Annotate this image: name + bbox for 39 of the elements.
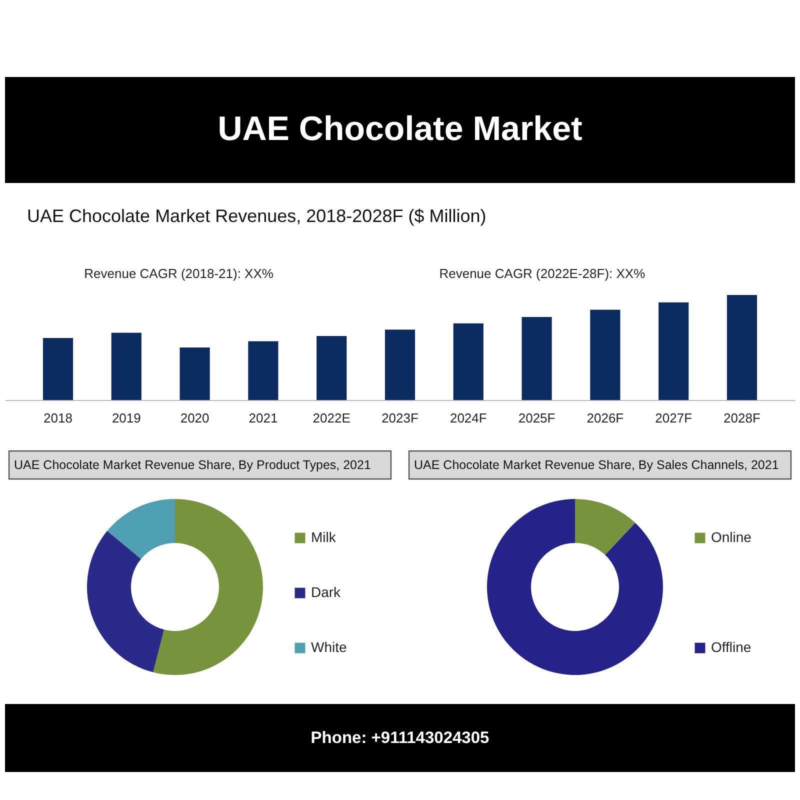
x-tick-label: 2019	[112, 410, 141, 426]
bar	[522, 317, 552, 400]
x-tick-label: 2018	[44, 410, 72, 426]
donut-slice	[575, 499, 636, 555]
bar	[248, 341, 278, 400]
text: UAE Chocolate Market	[218, 110, 582, 148]
donut-slice	[87, 530, 164, 672]
bar	[180, 348, 210, 400]
bar	[726, 295, 758, 400]
bar	[590, 310, 620, 400]
donut-slice	[487, 499, 663, 675]
x-tick-label: 2021	[248, 410, 278, 426]
donut-slice	[107, 499, 175, 559]
x-tick-label: 2020	[180, 410, 210, 426]
donut-slice	[153, 499, 263, 675]
bar	[42, 338, 74, 400]
x-tick-label: 2028F	[724, 410, 760, 426]
bar	[316, 336, 347, 400]
legend-label: White	[311, 639, 347, 655]
text: Revenue CAGR (2018-21): XX%	[84, 266, 274, 281]
x-tick-label: 2022E	[312, 410, 351, 426]
x-tick-label: 2025F	[518, 410, 556, 426]
text: Phone: +911143024305	[310, 729, 490, 747]
chart-title: UAE Chocolate Market Revenues, 2018-2028F ($ Million)	[27, 206, 486, 226]
legend-label: Online	[711, 529, 752, 545]
x-tick-label: 2026F	[586, 410, 624, 426]
bar	[111, 332, 142, 400]
x-tick-label: 2023F	[382, 410, 418, 426]
bar	[384, 330, 416, 400]
bar	[453, 323, 484, 400]
x-tick-label: 2024F	[450, 410, 487, 426]
legend-label: Dark	[311, 584, 342, 600]
legend-label: Offline	[711, 639, 752, 655]
x-tick-label: 2027F	[655, 410, 692, 426]
chart-title: UAE Chocolate Market Revenue Share, By Product Types, 2021	[14, 458, 371, 472]
legend-label: Milk	[311, 529, 337, 545]
chart-title: UAE Chocolate Market Revenue Share, By Sales Channels, 2021	[414, 458, 779, 472]
bar	[658, 302, 689, 400]
text: Revenue CAGR (2022E-28F): XX%	[439, 266, 646, 281]
